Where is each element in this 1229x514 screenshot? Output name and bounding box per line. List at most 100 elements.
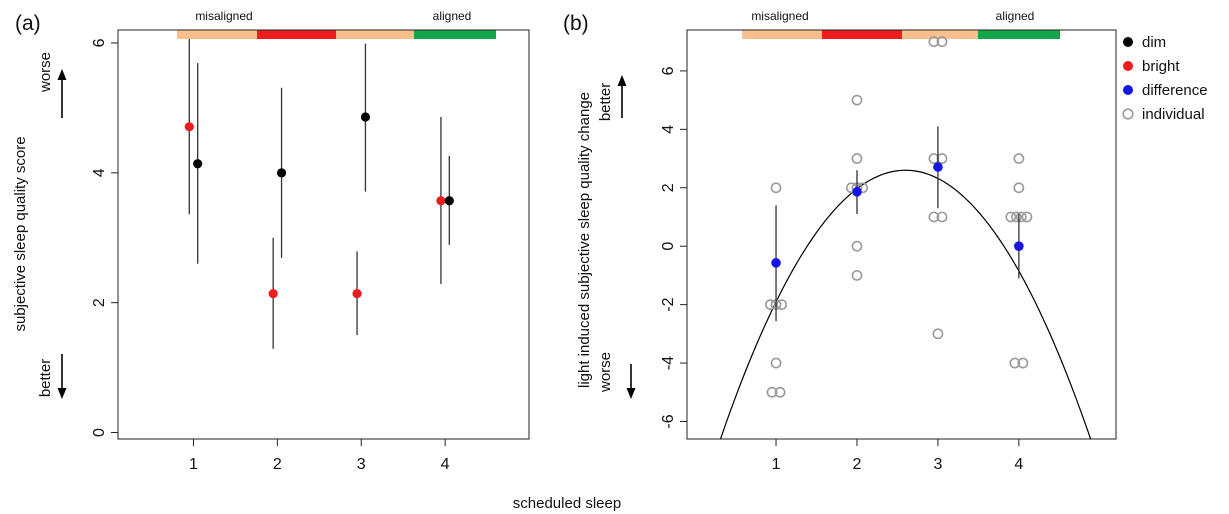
panel-b-individual-point-2 <box>764 299 776 311</box>
panel-b-band-1 <box>742 30 822 39</box>
panel-b-individual-point-21 <box>932 328 944 340</box>
panel-b-xtick-label-0: 1 <box>772 456 781 473</box>
legend-marker-individual <box>1122 108 1134 120</box>
legend-label-dim: dim <box>1142 34 1166 51</box>
legend-marker-dim <box>1123 37 1133 47</box>
panel-b-ytick-label-6: 6 <box>660 66 677 75</box>
panel-b-ytick-label-0: -6 <box>660 414 677 428</box>
legend: dim bright difference individual <box>1122 34 1208 123</box>
panel-b-ylabel: light induced subjective sleep quality c… <box>576 92 593 388</box>
panel-b-band-2 <box>822 30 902 39</box>
panel-a-xtick-label-3: 4 <box>441 456 450 473</box>
legend-label-difference: difference <box>1142 82 1208 99</box>
panel-b-individual-point-7 <box>774 386 786 398</box>
panel-b-band-misaligned: misaligned <box>751 9 808 23</box>
panel-b-individual-point-4 <box>776 299 788 311</box>
panel-b: (b) misaligned aligned -6 -4 -2 0 2 4 6 1 2 3 4 l… <box>563 9 1117 473</box>
panel-b-direction-down: worse <box>597 352 636 399</box>
shared-xlabel: scheduled sleep <box>513 495 621 512</box>
panel-b-individual-point-20 <box>936 211 948 223</box>
panel-a: (a) misaligned aligned 0 2 4 6 1 2 3 4 subject… <box>12 9 530 473</box>
panel-b-xtick-label-3: 4 <box>1014 456 1023 473</box>
panel-b-individual-point-9 <box>851 153 863 164</box>
panel-b-individual-point-13 <box>851 240 863 252</box>
panel-a-band-1 <box>177 30 257 39</box>
panel-b-xtick-label-1: 2 <box>853 456 862 473</box>
panel-b-label: (b) <box>563 12 589 35</box>
panel-b-worse-label: worse <box>597 352 614 393</box>
panel-b-ytick-label-3: 0 <box>660 242 677 251</box>
panel-b-individual-point-23 <box>1013 182 1025 194</box>
panel-b-ytick-label-4: 2 <box>660 183 677 192</box>
panel-a-bands: misaligned aligned <box>177 9 496 39</box>
panel-a-ytick-label-0: 0 <box>91 428 108 437</box>
panel-b-band-4 <box>978 30 1060 39</box>
panel-b-x-axis: 1 2 3 4 <box>772 439 1023 473</box>
panel-a-band-aligned: aligned <box>433 9 472 23</box>
panel-b-plot-frame <box>686 29 1117 440</box>
panel-a-down-arrow-icon <box>57 388 67 399</box>
panel-b-individual-point-27 <box>1021 211 1033 223</box>
panel-a-xtick-label-1: 2 <box>273 456 282 473</box>
panel-b-difference-point-2 <box>852 187 862 197</box>
panel-b-individual-point-26 <box>1015 211 1027 223</box>
panel-b-individual-point-15 <box>928 36 940 48</box>
panel-a-xtick-label-2: 3 <box>357 456 366 473</box>
panel-a-bright-point-2 <box>268 288 278 299</box>
panel-a-dim-point-4 <box>444 196 454 206</box>
panel-b-y-axis: -6 -4 -2 0 2 4 6 <box>660 66 687 429</box>
panel-b-up-arrow-icon <box>617 75 627 86</box>
panel-a-bright-point-3 <box>352 288 362 299</box>
panel-a-y-axis: 0 2 4 6 <box>91 38 118 437</box>
panel-b-better-label: better <box>597 83 614 121</box>
panel-b-difference-point-1 <box>771 258 781 268</box>
panel-b-quadratic-fit-curve <box>719 169 1092 439</box>
legend-marker-difference <box>1123 85 1133 95</box>
panel-a-up-arrow-icon <box>57 69 67 80</box>
panel-b-individual-point-25 <box>1011 211 1022 223</box>
panel-a-dim-point-1 <box>193 159 203 169</box>
panel-a-direction-up: worse <box>37 52 67 118</box>
panel-a-direction-down: better <box>37 354 67 399</box>
panel-a-better-label: better <box>37 359 54 397</box>
panel-b-ytick-label-5: 4 <box>660 125 677 134</box>
panel-a-band-3 <box>336 30 414 39</box>
panel-a-dim-point-2 <box>276 168 287 178</box>
panel-a-dim-point-3 <box>360 112 371 122</box>
panel-b-individual-point-22 <box>1013 153 1025 164</box>
panel-b-band-aligned: aligned <box>996 9 1035 23</box>
panel-b-xtick-label-2: 3 <box>933 456 942 473</box>
panel-b-individual-point-28 <box>1009 357 1021 369</box>
panel-a-ytick-label-2: 4 <box>91 168 108 177</box>
panel-a-band-2 <box>257 30 336 39</box>
panel-a-marks <box>184 39 454 349</box>
panel-a-band-misaligned: misaligned <box>195 9 252 23</box>
panel-a-plot-frame <box>117 29 530 440</box>
panel-b-ytick-label-2: -2 <box>660 297 677 311</box>
panel-a-band-4 <box>414 30 496 39</box>
panel-b-individual-point-16 <box>936 36 948 48</box>
panel-b-individual-point-1 <box>770 182 782 194</box>
panel-b-individual-point-14 <box>851 269 863 281</box>
legend-label-individual: individual <box>1142 106 1205 123</box>
panel-b-individual-point-29 <box>1017 357 1029 369</box>
panel-a-label: (a) <box>15 12 41 35</box>
panel-a-bright-point-1 <box>184 122 194 132</box>
panel-b-individual-point-19 <box>928 211 940 223</box>
panel-b-down-arrow-icon <box>626 388 636 399</box>
legend-marker-bright <box>1123 61 1133 71</box>
panel-b-individual-point-8 <box>851 94 863 106</box>
panel-b-marks <box>719 36 1092 439</box>
panel-a-ytick-label-3: 6 <box>91 38 108 47</box>
panel-a-bright-point-4 <box>436 196 446 206</box>
panel-b-difference-point-4 <box>1014 241 1024 251</box>
panel-b-ytick-label-1: -4 <box>660 356 677 370</box>
panel-a-ylabel: subjective sleep quality score <box>12 136 29 331</box>
panel-b-individual-point-24 <box>1005 211 1017 223</box>
panel-b-band-3 <box>902 30 978 39</box>
panel-a-x-axis: 1 2 3 4 <box>189 439 450 473</box>
legend-label-bright: bright <box>1142 58 1180 75</box>
panel-a-ytick-label-1: 2 <box>91 298 108 307</box>
panel-a-worse-label: worse <box>37 52 54 93</box>
